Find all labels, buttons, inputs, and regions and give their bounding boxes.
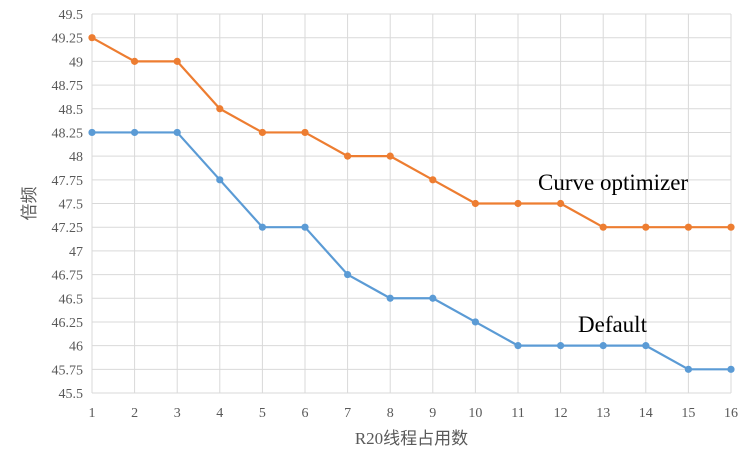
data-point — [727, 223, 735, 231]
y-tick-label: 45.75 — [52, 363, 84, 378]
y-tick-label: 46.25 — [52, 316, 84, 331]
y-tick-label: 46.5 — [59, 292, 84, 307]
x-tick-label: 16 — [724, 406, 738, 421]
y-tick-label: 47.75 — [52, 174, 84, 189]
data-point — [684, 365, 693, 373]
data-point — [599, 342, 607, 350]
y-axis-ticks: 45.5 45.75 46 46.25 46.5 46.75 47 47.25 47.5 47.7… — [52, 8, 84, 402]
series-line — [91, 36, 731, 229]
x-tick-label: 2 — [131, 406, 138, 421]
data-point — [301, 223, 309, 231]
data-point — [684, 223, 693, 231]
y-axis-title: 倍频 — [20, 187, 39, 221]
x-tick-label: 7 — [344, 406, 351, 421]
series-label: Default — [578, 312, 648, 337]
data-point — [471, 199, 479, 208]
x-tick-label: 4 — [216, 406, 223, 421]
data-point — [131, 57, 139, 65]
y-tick-label: 46 — [69, 340, 83, 355]
data-point — [131, 128, 139, 137]
x-tick-label: 6 — [302, 406, 309, 421]
data-point — [301, 128, 309, 137]
x-tick-label: 5 — [259, 406, 266, 421]
data-point — [429, 176, 437, 184]
x-tick-label: 15 — [681, 406, 695, 421]
y-tick-label: 48 — [69, 150, 83, 165]
x-axis-title: R20线程占用数 — [355, 429, 468, 448]
data-point — [173, 57, 181, 65]
series-group — [88, 34, 735, 373]
y-tick-label: 49.5 — [59, 8, 84, 23]
data-point — [173, 128, 181, 137]
series-1 — [88, 128, 735, 373]
y-tick-label: 47.25 — [52, 221, 84, 236]
data-point — [471, 318, 479, 326]
x-tick-label: 3 — [174, 406, 181, 421]
y-tick-label: 47 — [69, 245, 83, 260]
series-line — [92, 131, 731, 371]
y-tick-label: 49.25 — [52, 32, 84, 47]
data-point — [344, 152, 352, 160]
y-tick-label: 48.75 — [52, 79, 84, 94]
data-point — [514, 199, 522, 208]
data-point — [642, 223, 650, 231]
x-tick-label: 9 — [429, 406, 436, 421]
y-tick-label: 46.75 — [52, 269, 84, 284]
data-point — [88, 128, 96, 137]
x-axis-ticks: 1 2 3 4 5 6 7 8 9 10 11 12 13 14 15 16 — [89, 406, 739, 421]
x-tick-label: 1 — [89, 406, 96, 421]
y-tick-label: 49 — [69, 55, 83, 70]
data-point — [514, 342, 522, 350]
data-point — [216, 105, 224, 113]
y-tick-label: 48.25 — [52, 126, 84, 141]
data-point — [557, 342, 565, 350]
x-tick-label: 11 — [511, 406, 524, 421]
data-point — [386, 294, 394, 302]
data-point — [642, 342, 650, 350]
data-point — [599, 223, 607, 231]
y-tick-label: 48.5 — [59, 103, 84, 118]
y-tick-label: 45.5 — [59, 387, 84, 402]
data-point — [557, 199, 565, 208]
x-tick-label: 10 — [468, 406, 482, 421]
data-point — [386, 152, 394, 160]
data-point — [88, 34, 96, 42]
data-point — [727, 365, 735, 373]
x-tick-label: 13 — [596, 406, 610, 421]
x-tick-label: 8 — [387, 406, 394, 421]
data-point — [429, 294, 437, 302]
data-point — [258, 128, 266, 137]
series-label: Curve optimizer — [538, 170, 688, 195]
series-0 — [88, 34, 735, 231]
x-tick-label: 14 — [639, 406, 653, 421]
data-point — [258, 223, 266, 231]
series-labels: Curve optimizer Default — [538, 170, 688, 337]
x-tick-label: 12 — [554, 406, 568, 421]
y-tick-label: 47.5 — [59, 198, 84, 213]
data-point — [216, 176, 224, 184]
data-point — [344, 270, 352, 279]
